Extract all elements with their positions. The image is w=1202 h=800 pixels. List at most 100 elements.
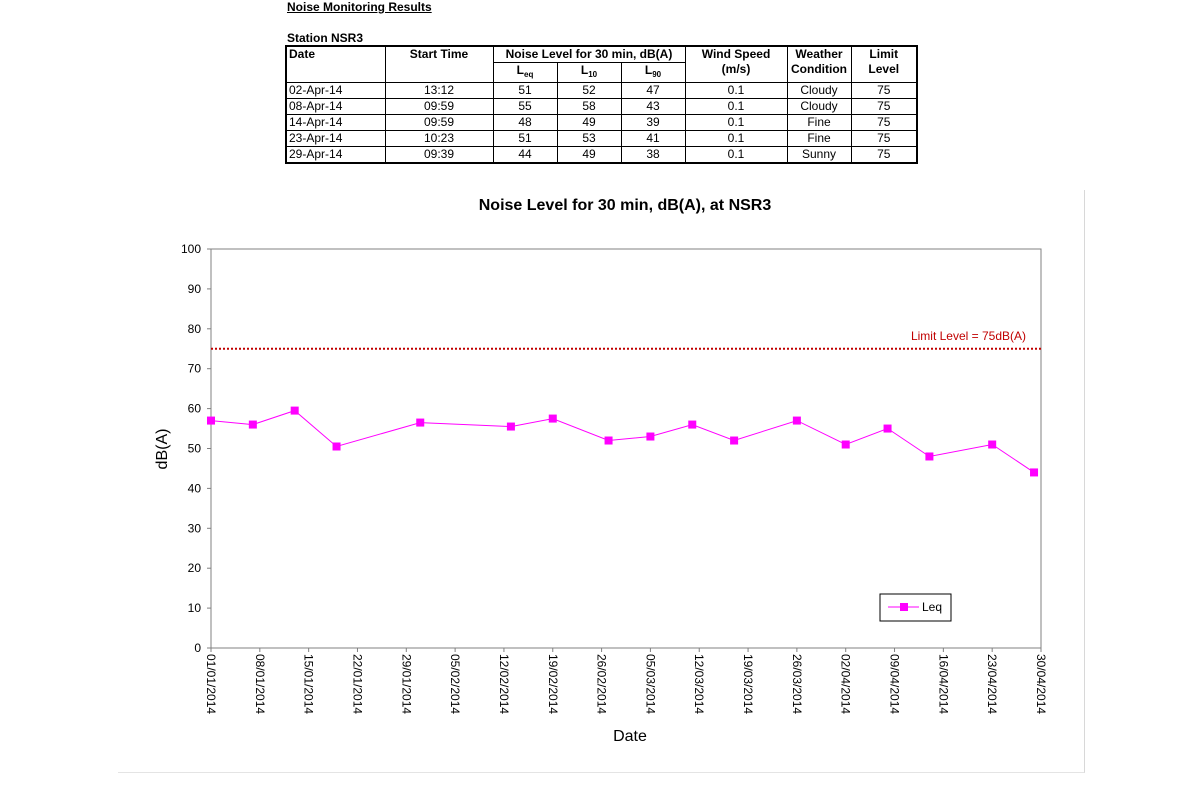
- x-tick-label: 05/02/2014: [448, 654, 462, 714]
- leq-main: L: [516, 63, 524, 77]
- series-line-leq: [210, 410, 1035, 473]
- data-point-leq: [925, 452, 934, 461]
- col-header-weather: Weather Condition: [786, 45, 852, 83]
- x-axis: 01/01/2014 08/01/2014 15/01/2014 22/01/2014…: [204, 648, 1048, 714]
- data-point-leq: [332, 442, 341, 451]
- wind-header-line2: (m/s): [721, 62, 751, 76]
- x-tick-label: 01/01/2014: [204, 654, 218, 714]
- cell-l10: 53: [556, 130, 622, 147]
- data-point-leq: [841, 440, 850, 449]
- x-tick-label: 23/04/2014: [985, 654, 999, 714]
- col-header-limit: Limit Level: [850, 45, 918, 83]
- y-axis: 0 10 20 30 40 50 60 70 80 90 100: [181, 242, 211, 655]
- table-row: 08-Apr-14 09:59 55 58 43 0.1 Cloudy 75: [285, 98, 918, 115]
- cell-time: 13:12: [384, 82, 494, 99]
- y-tick-label: 40: [188, 481, 202, 495]
- x-tick-label: 16/04/2014: [936, 654, 950, 714]
- data-point-leq: [248, 420, 257, 429]
- x-axis-label: Date: [613, 728, 647, 745]
- x-tick-label: 26/03/2014: [790, 654, 804, 714]
- y-tick-label: 10: [188, 601, 202, 615]
- x-tick-label: 02/04/2014: [839, 654, 853, 714]
- weather-header-line2: Condition: [791, 62, 847, 76]
- x-tick-label: 19/03/2014: [741, 654, 755, 714]
- cell-limit: 75: [850, 130, 918, 147]
- cell-date: 29-Apr-14: [285, 146, 386, 164]
- col-header-l10: L10: [556, 62, 622, 83]
- data-point-leq: [548, 414, 557, 423]
- results-table: Date Start Time Noise Level for 30 min, …: [285, 45, 918, 164]
- y-tick-label: 70: [188, 362, 202, 376]
- cell-weather: Fine: [786, 114, 852, 131]
- cell-time: 09:59: [384, 114, 494, 131]
- data-point-leq: [988, 440, 997, 449]
- legend: Leq: [879, 593, 952, 622]
- limit-header-line2: Level: [868, 62, 900, 76]
- x-tick-label: 12/03/2014: [692, 654, 706, 714]
- table-row: 23-Apr-14 10:23 51 53 41 0.1 Fine 75: [285, 130, 918, 147]
- x-tick-label: 22/01/2014: [350, 654, 364, 714]
- y-tick-label: 20: [188, 561, 202, 575]
- cell-date: 23-Apr-14: [285, 130, 386, 147]
- l10-sub: 10: [588, 70, 598, 79]
- chart-title: Noise Level for 30 min, dB(A), at NSR3: [479, 197, 772, 214]
- x-tick-label: 09/04/2014: [888, 654, 902, 714]
- cell-leq: 44: [492, 146, 558, 164]
- y-axis-label: dB(A): [154, 429, 171, 470]
- data-point-leq: [416, 418, 425, 427]
- data-point-leq: [646, 432, 655, 441]
- y-tick-label: 0: [194, 641, 201, 655]
- data-point-leq: [290, 406, 299, 415]
- x-tick-label: 19/02/2014: [546, 654, 560, 714]
- limit-level-label: Limit Level = 75dB(A): [911, 329, 1026, 343]
- cell-weather: Sunny: [786, 146, 852, 164]
- y-tick-label: 50: [188, 442, 202, 456]
- data-point-leq: [792, 416, 801, 425]
- wind-header-line1: Wind Speed: [701, 47, 771, 61]
- x-tick-label: 29/01/2014: [399, 654, 413, 714]
- x-tick-label: 26/02/2014: [595, 654, 609, 714]
- data-point-leq: [730, 436, 739, 445]
- y-tick-label: 80: [188, 322, 202, 336]
- cell-l90: 38: [620, 146, 686, 164]
- table-row: 14-Apr-14 09:59 48 49 39 0.1 Fine 75: [285, 114, 918, 131]
- table-row: 29-Apr-14 09:39 44 49 38 0.1 Sunny 75: [285, 146, 918, 164]
- col-header-wind-speed: Wind Speed (m/s): [684, 45, 788, 83]
- l90-sub: 90: [652, 70, 662, 79]
- l90-main: L: [644, 63, 653, 77]
- data-point-leq: [207, 416, 215, 425]
- cell-limit: 75: [850, 146, 918, 164]
- x-tick-label: 05/03/2014: [643, 654, 657, 714]
- y-tick-label: 100: [181, 242, 201, 256]
- cell-limit: 75: [850, 98, 918, 115]
- chart-area-frame: [118, 190, 1085, 773]
- data-point-leq: [604, 436, 613, 445]
- x-tick-label: 15/01/2014: [302, 654, 316, 714]
- l10-main: L: [580, 63, 589, 77]
- section-heading: Noise Monitoring Results: [287, 0, 432, 14]
- cell-wind: 0.1: [684, 130, 788, 147]
- cell-time: 10:23: [384, 130, 494, 147]
- cell-l10: 49: [556, 146, 622, 164]
- limit-header-line1: Limit: [869, 47, 899, 61]
- data-point-leq: [883, 424, 892, 433]
- data-point-leq: [688, 420, 697, 429]
- y-tick-label: 90: [188, 282, 202, 296]
- weather-header-line1: Weather: [795, 47, 843, 61]
- y-tick-label: 30: [188, 521, 202, 535]
- y-tick-label: 60: [188, 402, 202, 416]
- x-tick-label: 12/02/2014: [497, 654, 511, 714]
- legend-label-leq: Leq: [922, 600, 942, 614]
- leq-sub: eq: [524, 70, 534, 79]
- station-label: Station NSR3: [287, 31, 364, 45]
- series-markers-leq: [207, 406, 1039, 477]
- x-tick-label: 30/04/2014: [1034, 654, 1048, 714]
- legend-marker-leq: [900, 603, 908, 611]
- cell-leq: 51: [492, 130, 558, 147]
- x-tick-label: 08/01/2014: [253, 654, 267, 714]
- data-point-leq: [506, 422, 515, 431]
- data-point-leq: [1030, 468, 1039, 477]
- cell-time: 09:39: [384, 146, 494, 164]
- cell-limit: 75: [850, 114, 918, 131]
